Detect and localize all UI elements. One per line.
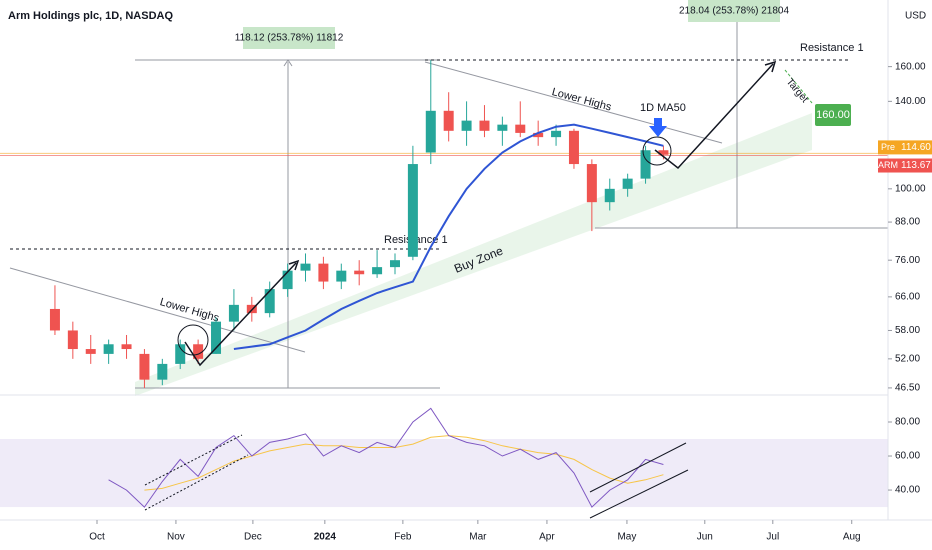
candle-body — [533, 132, 544, 138]
pre-price-box — [898, 140, 932, 155]
projection — [184, 262, 297, 367]
rsi-ma-line — [144, 435, 664, 491]
y-tick-label: 58.00 — [895, 325, 920, 336]
candle-body — [479, 120, 490, 131]
candle-body — [586, 164, 597, 203]
rsi-band — [0, 439, 888, 508]
y-tick-label: 60.00 — [895, 451, 920, 462]
rsi-line — [108, 407, 664, 508]
pre-price-tag — [878, 140, 898, 155]
y-tick-label: 52.00 — [895, 353, 920, 364]
y-tick-label: 140.00 — [895, 96, 926, 107]
candle-body — [372, 267, 383, 275]
candle-body — [85, 349, 96, 354]
x-tick-label: Aug — [843, 532, 861, 543]
candle-body — [407, 164, 418, 257]
last-price-box — [898, 158, 932, 173]
candle-body — [67, 330, 78, 350]
last-price-tag — [878, 158, 898, 173]
candle-body — [443, 110, 454, 131]
trend-line — [424, 61, 723, 144]
pre-price-tag-label: Pre — [881, 142, 895, 152]
candle-body — [354, 270, 365, 275]
projection-arrow — [764, 60, 777, 73]
candle-body — [49, 308, 60, 331]
y-tick-label: 100.00 — [895, 183, 926, 194]
projection — [654, 63, 774, 170]
candle-body — [658, 150, 669, 155]
x-tick-label: Dec — [244, 532, 262, 543]
candle-body — [389, 260, 400, 268]
buy-zone — [135, 113, 812, 396]
candle-body — [103, 344, 114, 354]
pre-price-value-label: 114.60 — [901, 142, 931, 153]
candle-body — [622, 178, 633, 189]
measure-label: 218.04 (253.78%) 21804 — [679, 6, 790, 17]
target-price: 160.00 — [816, 109, 850, 121]
candle-body — [282, 270, 293, 290]
last-price-value-label: 113.67 — [901, 160, 931, 171]
y-tick-label: 76.00 — [895, 255, 920, 266]
candle-body — [604, 188, 615, 203]
candle-body — [121, 344, 132, 350]
ma-label: 1D MA50 — [640, 102, 686, 114]
chart-title: Arm Holdings plc, 1D, NASDAQ — [8, 10, 173, 22]
candle-body — [568, 130, 579, 165]
measure-arrow — [283, 59, 293, 67]
candle-body — [515, 124, 526, 133]
candle-body — [461, 120, 472, 131]
measure-box — [243, 27, 335, 49]
target-line — [784, 69, 813, 104]
measure-box — [688, 0, 780, 22]
candle-body — [640, 150, 651, 179]
x-tick-label: Jun — [697, 532, 713, 543]
x-tick-label: Nov — [167, 532, 185, 543]
y-tick-label: 80.00 — [895, 417, 920, 428]
target-box — [815, 104, 851, 126]
x-tick-label: Mar — [469, 532, 487, 543]
channel-line — [144, 454, 249, 511]
candle-body — [497, 124, 508, 131]
resistance-label: Resistance 1 — [800, 42, 864, 54]
ma-arrow — [649, 118, 667, 137]
x-tick-label: Feb — [394, 532, 412, 543]
candle-body — [300, 263, 311, 271]
projection-arrow — [288, 259, 300, 271]
marks — [0, 60, 888, 508]
candle-body — [551, 130, 562, 138]
candle-body — [211, 321, 222, 354]
channel-line — [589, 469, 689, 519]
last-price-tag-label: ARM — [878, 160, 898, 170]
candle-body — [336, 270, 347, 282]
candle-body — [157, 363, 168, 380]
y-tick-label: 66.00 — [895, 292, 920, 303]
candle-body — [264, 289, 275, 314]
channel-line — [589, 442, 687, 493]
candle-body — [425, 110, 436, 153]
x-tick-label: Jul — [766, 532, 779, 543]
x-tick-label: Oct — [89, 532, 105, 543]
highlight-circle — [177, 324, 209, 356]
highlight-circle — [642, 136, 672, 166]
x-tick-label: Apr — [539, 532, 555, 543]
x-tick-label: May — [617, 532, 636, 543]
candle-body — [193, 344, 204, 359]
y-tick-label: 46.50 — [895, 383, 920, 394]
currency: USD — [905, 11, 926, 22]
y-tick-label: 160.00 — [895, 61, 926, 72]
x-tick-label: 2024 — [314, 532, 337, 543]
trend-line — [9, 267, 306, 353]
ma50-line — [233, 123, 664, 350]
candle-body — [139, 353, 150, 380]
candle-body — [228, 304, 239, 322]
y-tick-label: 40.00 — [895, 485, 920, 496]
y-tick-label: 88.00 — [895, 217, 920, 228]
candle-body — [175, 344, 186, 364]
candle-body — [318, 263, 329, 282]
measure-label: 118.12 (253.78%) 11812 — [235, 33, 344, 44]
